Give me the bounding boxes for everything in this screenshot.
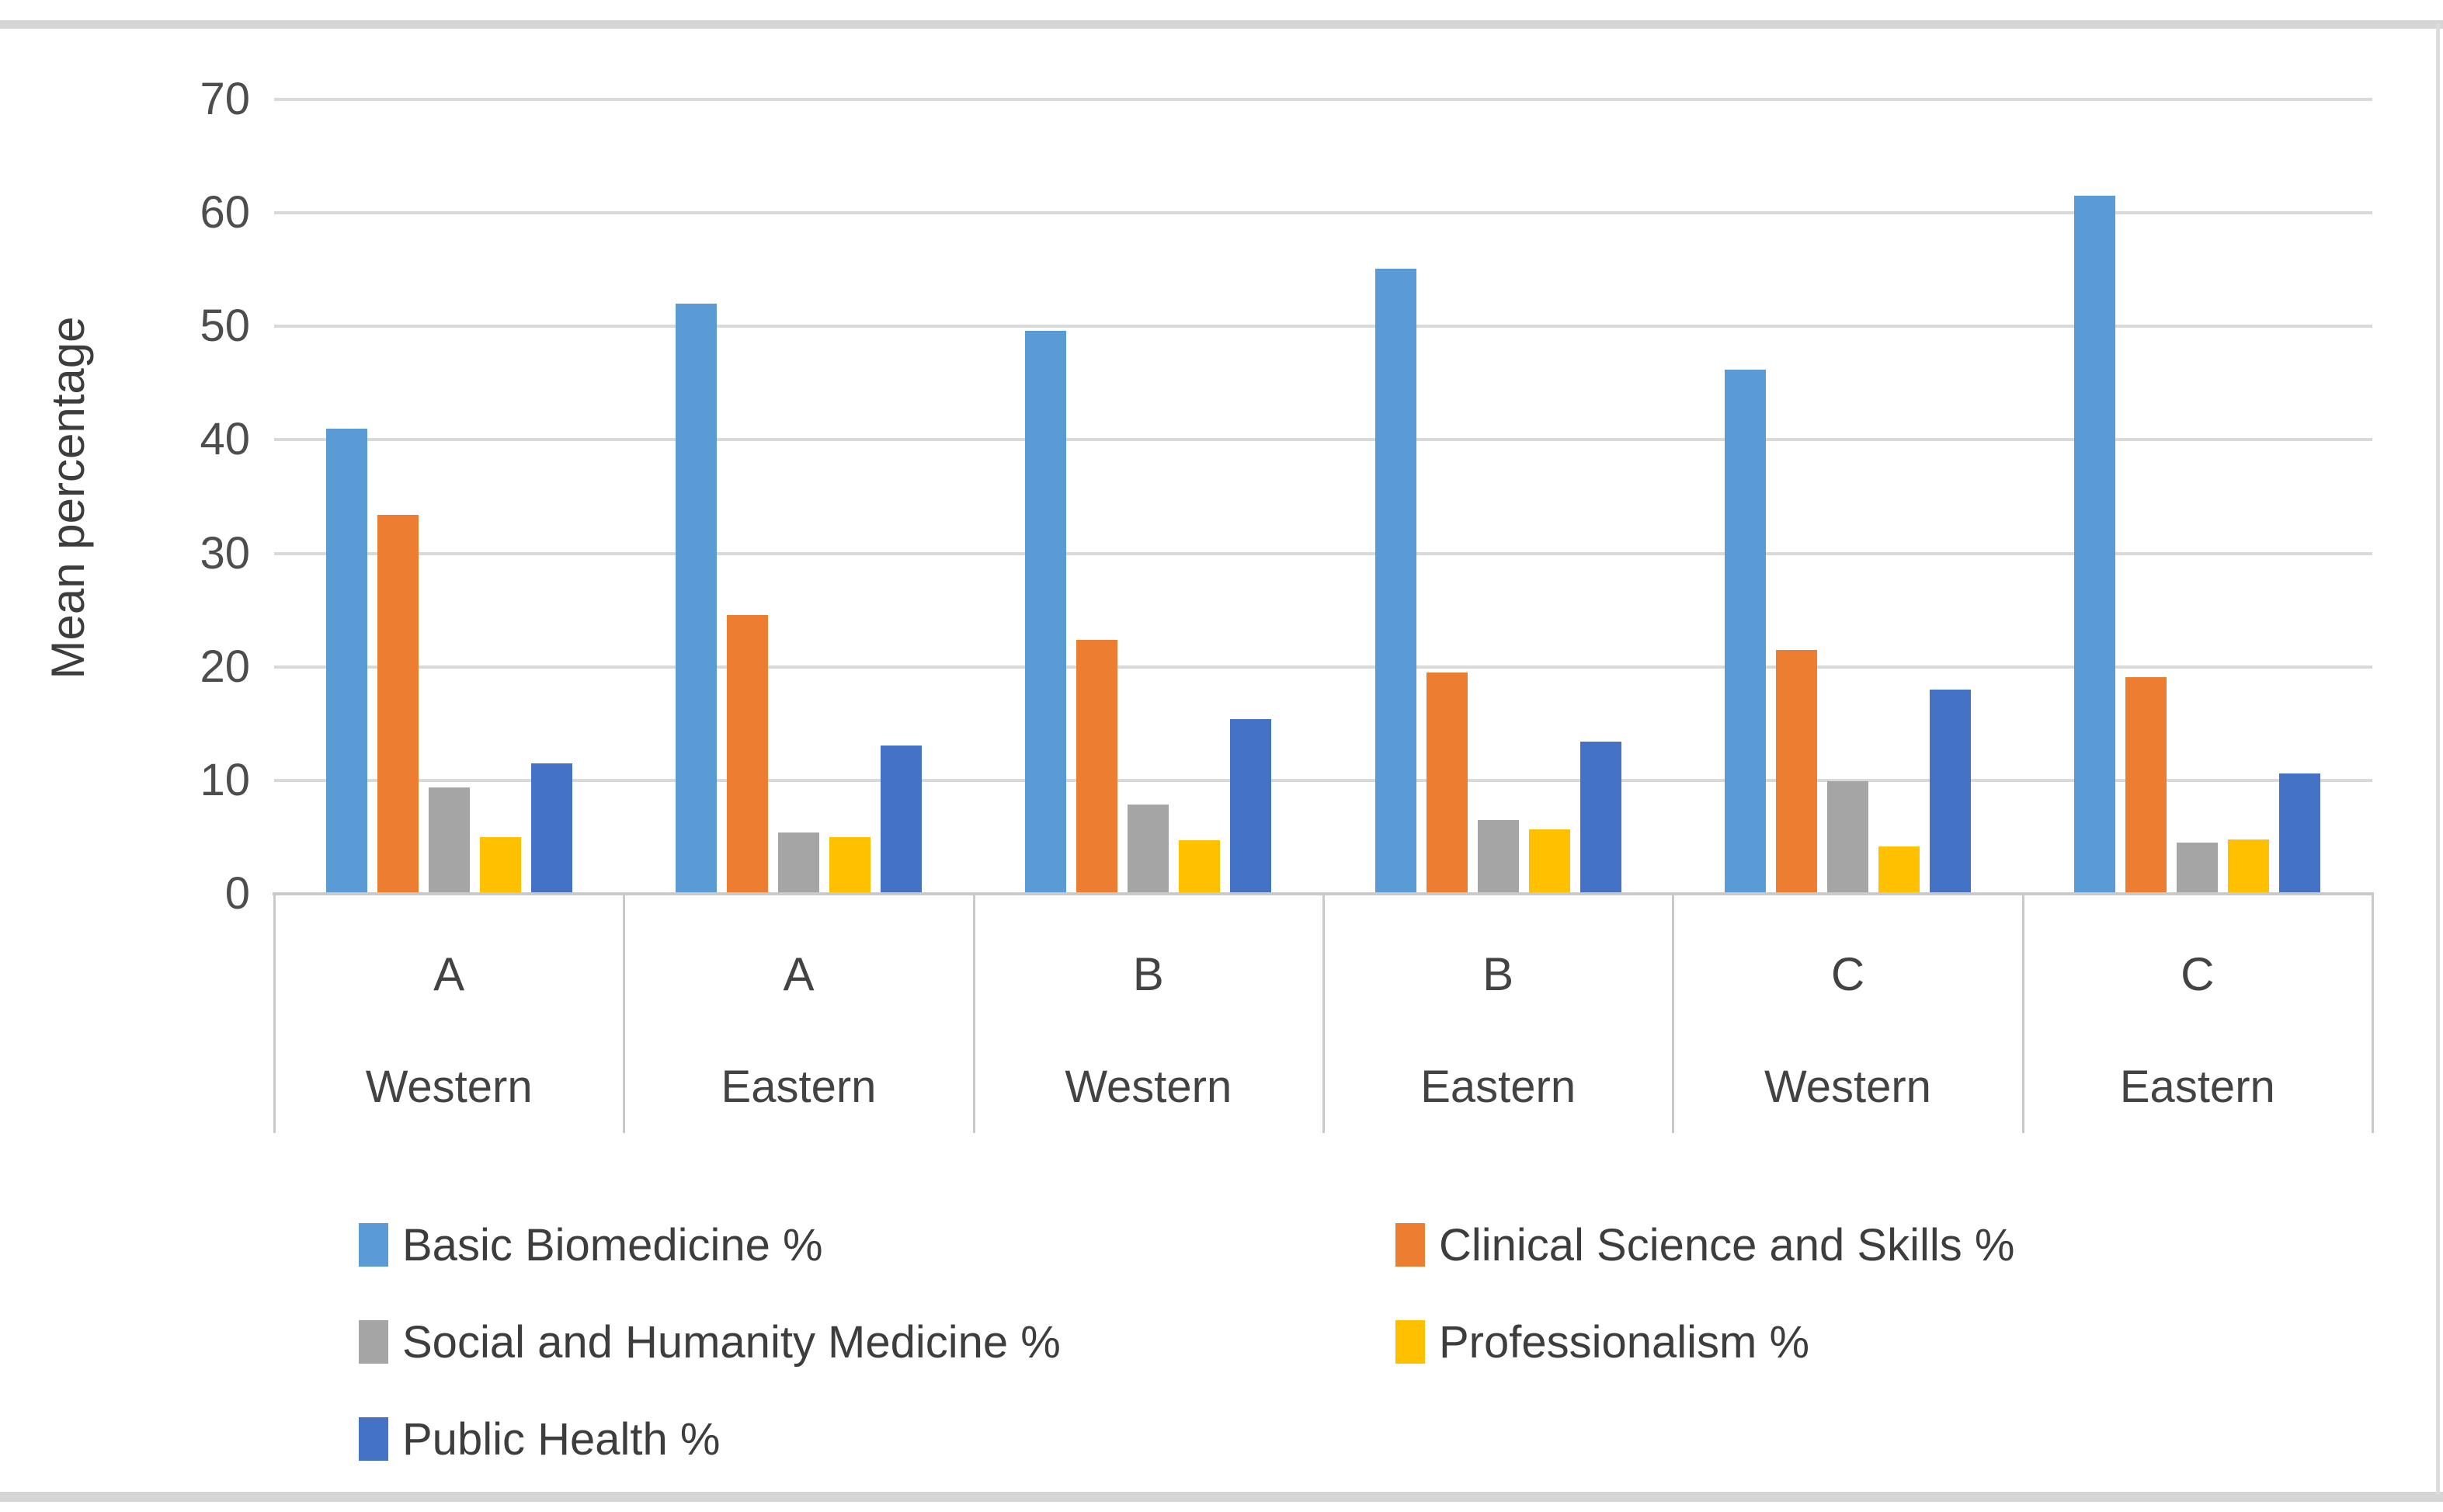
category-label-region: Eastern [2119,1062,2275,1112]
bar [1374,268,1416,894]
y-tick-label: 70 [200,74,250,124]
legend-swatch [359,1320,388,1364]
category-label-region: Western [365,1062,533,1112]
category-label-letter: A [783,948,815,1000]
legend-swatch [1395,1223,1425,1267]
bar [1579,742,1621,894]
legend-item: Clinical Science and Skills % [1395,1218,2014,1272]
bar [428,787,470,894]
bar [2279,773,2321,894]
category-separator [1322,894,1325,1133]
gridline [274,778,2372,782]
bar [1426,673,1468,894]
category-label-letter: B [1132,948,1164,1000]
bar [325,428,367,894]
bar [727,614,768,894]
legend-item: Public Health % [359,1412,720,1466]
bar [377,514,419,894]
bar [881,745,922,894]
bar [676,304,717,894]
bar [1076,639,1118,894]
bar [778,832,819,894]
bar [2125,676,2167,894]
bar [829,836,871,894]
y-tick-label: 30 [200,527,250,579]
bar [1878,846,1920,894]
window-right-border [2436,23,2440,1495]
legend-swatch [359,1417,388,1461]
gridline [274,665,2372,669]
y-tick-label: 20 [200,641,250,692]
gridline [274,438,2372,442]
bar [1930,689,1971,894]
y-tick-label: 0 [224,868,250,919]
bar [1477,820,1519,894]
category-label-letter: C [1830,948,1865,1000]
category-separator [1672,894,1675,1133]
legend-swatch [359,1223,388,1267]
window-bottom-border [0,1492,2443,1502]
category-label-region: Eastern [1420,1062,1576,1112]
bar [1128,804,1169,894]
bar [1025,331,1067,894]
window-top-border [0,20,2443,29]
bar [530,763,572,894]
bar [1827,781,1868,894]
bar [1179,840,1221,894]
y-axis-title: Mean percentage [42,316,94,680]
y-tick-label: 60 [200,187,250,238]
y-tick-label: 50 [200,301,250,352]
bar [2228,839,2270,894]
gridline [274,325,2372,328]
bar [2074,196,2116,894]
category-separator [972,894,975,1133]
legend-label: Clinical Science and Skills % [1439,1219,2015,1270]
category-separator [623,894,626,1133]
category-separator [2372,894,2374,1133]
bar [2177,843,2219,894]
y-tick-label: 40 [200,414,250,465]
category-label-letter: B [1482,948,1514,1000]
category-label-region: Western [1065,1062,1232,1112]
gridline [274,211,2372,215]
bar [1725,369,1766,894]
y-tick-label: 10 [200,754,250,805]
gridline [274,551,2372,555]
category-label-region: Western [1764,1062,1931,1112]
legend-item: Basic Biomedicine % [359,1218,823,1272]
category-label-letter: C [2181,948,2215,1000]
legend-item: Professionalism % [1395,1315,1809,1369]
gridline [274,98,2372,101]
plot-area [274,78,2372,894]
legend-label: Basic Biomedicine % [402,1219,823,1270]
legend-swatch [1395,1320,1425,1364]
bar [1776,649,1817,894]
bar [479,836,521,894]
legend-label: Professionalism % [1439,1316,1810,1368]
category-separator [273,894,276,1133]
legend-item: Social and Humanity Medicine % [359,1315,1061,1369]
category-separator [2021,894,2024,1133]
category-label-region: Eastern [721,1062,877,1112]
bar [1230,718,1272,894]
bar [1528,829,1570,894]
legend-label: Public Health % [402,1413,721,1465]
category-label-letter: A [433,948,465,1000]
legend-label: Social and Humanity Medicine % [402,1316,1061,1368]
